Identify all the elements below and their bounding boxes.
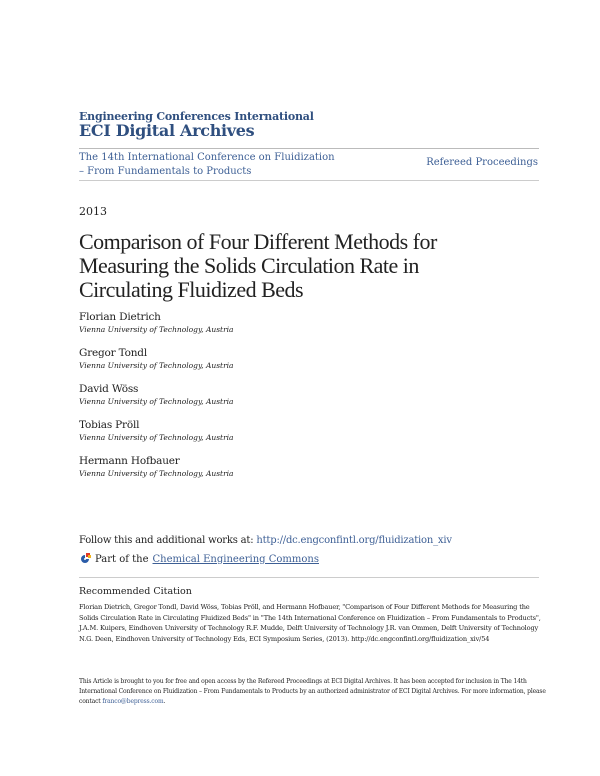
recommended-citation-heading: Recommended Citation [79, 586, 192, 597]
author: Tobias Pröll Vienna University of Technol… [79, 419, 234, 442]
access-notice: This Article is brought to you for free … [79, 677, 549, 707]
commons-link[interactable]: Chemical Engineering Commons [152, 553, 319, 565]
bepress-commons-logo-icon [81, 553, 91, 563]
author: Florian Dietrich Vienna University of Tec… [79, 311, 234, 334]
collection-link[interactable]: http://dc.engconfintl.org/fluidization_x… [256, 535, 452, 546]
year: 2013 [79, 205, 107, 218]
conference-link[interactable]: The 14th International Conference on Flu… [79, 151, 339, 179]
divider [79, 577, 539, 578]
author-name: Gregor Tondl [79, 347, 147, 359]
author: Hermann Hofbauer Vienna University of Tec… [79, 455, 234, 478]
citation-text: Florian Dietrich, Gregor Tondl, David Wö… [79, 603, 541, 643]
author-affiliation: Vienna University of Technology, Austria [79, 433, 234, 442]
conference-line-2[interactable]: – From Fundamentals to Products [79, 166, 252, 177]
author-name: Tobias Pröll [79, 419, 140, 431]
author: David Wöss Vienna University of Technolog… [79, 383, 234, 406]
author-name: Florian Dietrich [79, 311, 161, 323]
divider [79, 180, 539, 181]
author-name: Hermann Hofbauer [79, 455, 180, 467]
author-affiliation: Vienna University of Technology, Austria [79, 361, 234, 370]
author-list: Florian Dietrich Vienna University of Tec… [79, 311, 234, 491]
organization-name: Engineering Conferences International [79, 110, 314, 123]
series-link[interactable]: Refereed Proceedings [426, 157, 538, 168]
follow-text: Follow this and additional works at: [79, 535, 257, 546]
divider [79, 148, 539, 149]
part-of-line: Part of the Chemical Engineering Commons [79, 553, 319, 565]
notice-text: This Article is brought to you for free … [79, 678, 546, 705]
archive-name: ECI Digital Archives [79, 121, 255, 140]
author-affiliation: Vienna University of Technology, Austria [79, 397, 234, 406]
notice-end: . [163, 698, 166, 705]
conference-line-1[interactable]: The 14th International Conference on Flu… [79, 152, 335, 163]
contact-email-link[interactable]: franco@bepress.com [102, 698, 164, 705]
part-of-text: Part of the [95, 553, 149, 565]
author: Gregor Tondl Vienna University of Technol… [79, 347, 234, 370]
author-name: David Wöss [79, 383, 139, 395]
paper-title: Comparison of Four Different Methods for… [79, 229, 437, 302]
author-affiliation: Vienna University of Technology, Austria [79, 325, 234, 334]
follow-line: Follow this and additional works at: htt… [79, 535, 452, 546]
author-affiliation: Vienna University of Technology, Austria [79, 469, 234, 478]
